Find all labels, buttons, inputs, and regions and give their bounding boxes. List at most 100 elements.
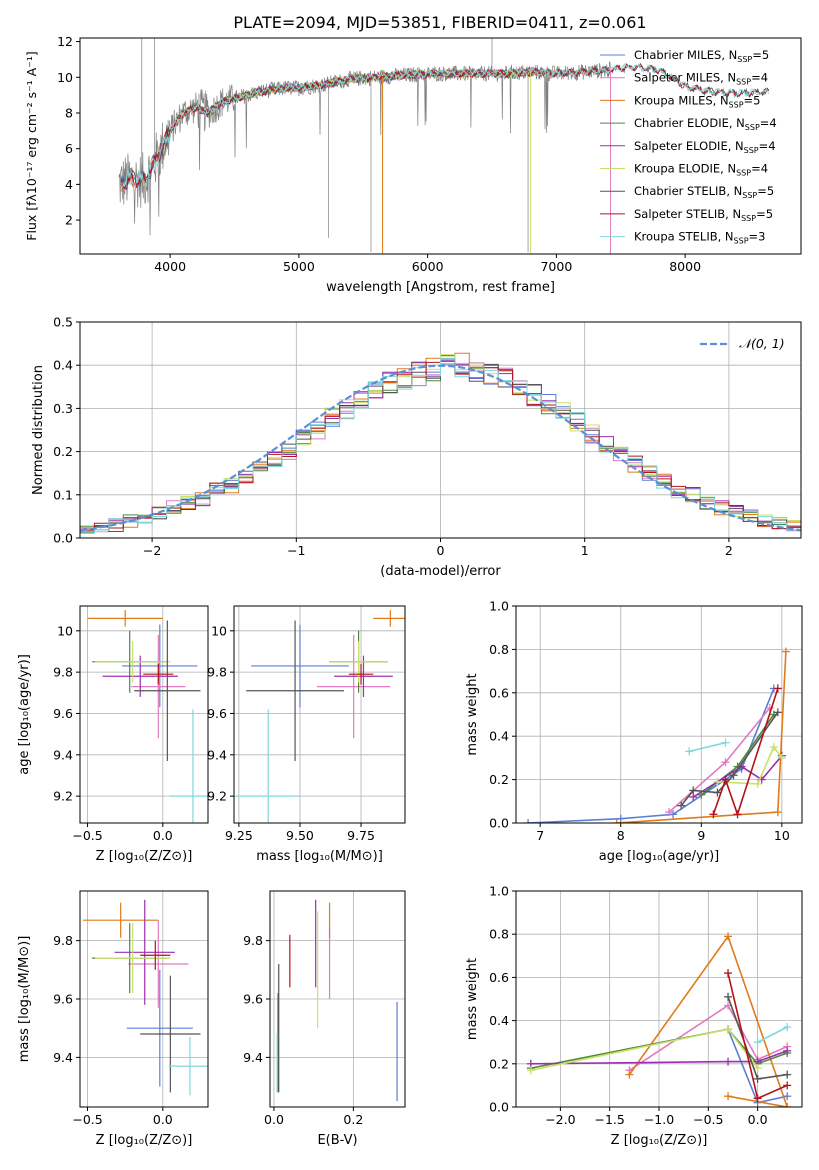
legend-label-chabrier_stelib: Chabrier STELIB, NSSP=5 bbox=[634, 184, 774, 200]
y-tick-label: 0.0 bbox=[489, 1100, 509, 1115]
legend-subscript: SSP bbox=[736, 169, 751, 178]
y-tick-label: 0.0 bbox=[489, 816, 509, 831]
legend-label-chabrier_miles: Chabrier MILES, NSSP=5 bbox=[634, 48, 769, 64]
x-tick-label: −0.5 bbox=[72, 828, 102, 843]
y-tick-label: 8 bbox=[65, 105, 73, 120]
x-tick-label: −0.5 bbox=[693, 1112, 723, 1127]
spectrum-plot-area bbox=[118, 38, 770, 254]
y-tick-label: 9.4 bbox=[207, 747, 227, 762]
weight_vs_age-plot-area bbox=[524, 647, 790, 823]
legend-nssp-value: =5 bbox=[752, 48, 769, 62]
x-tick-label: 8 bbox=[617, 828, 625, 843]
data-spectrum-line bbox=[118, 61, 611, 236]
y-tick-label: 9.6 bbox=[53, 992, 73, 1007]
y-tick-label: 9.6 bbox=[243, 992, 263, 1007]
x-tick-label: 9 bbox=[697, 828, 705, 843]
figure-title: PLATE=2094, MJD=53851, FIBERID=0411, z=0… bbox=[233, 13, 646, 32]
legend-subscript: SSP bbox=[741, 214, 756, 223]
x-tick-label: −0.5 bbox=[72, 1112, 102, 1127]
y-tick-label: 0.8 bbox=[489, 642, 509, 657]
age_vs_Z-frame bbox=[79, 605, 209, 824]
y-tick-label: 4 bbox=[65, 177, 73, 192]
x-tick-label: −2.0 bbox=[545, 1112, 575, 1127]
legend-nssp-value: =5 bbox=[744, 93, 761, 107]
x-tick-label: 0 bbox=[437, 543, 445, 558]
y-tick-label: 9.6 bbox=[207, 706, 227, 721]
x-axis-label: wavelength [Angstrom, rest frame] bbox=[326, 280, 555, 295]
legend-text: Chabrier MILES, N bbox=[634, 48, 737, 62]
residuals-axes: −2 −1 0 1 2 0.0 0.1 0.2 0.3 0.4 0.5 (data-model)/er… bbox=[31, 315, 802, 579]
x-tick-label: −2 bbox=[143, 543, 161, 558]
x-axis-label: Z [log₁₀(Z/Z⊙)] bbox=[96, 1133, 193, 1148]
y-tick-label: 9.8 bbox=[243, 933, 263, 948]
y-axis-label: mass weight bbox=[465, 673, 480, 755]
y-tick-label: 10 bbox=[211, 623, 227, 638]
age_vs_mass-frame bbox=[233, 605, 406, 824]
mass_vs_EBV-plot-area bbox=[276, 899, 398, 1102]
y-tick-label: 12 bbox=[57, 34, 73, 49]
weight-line-kroupa_stelib bbox=[757, 1026, 788, 1043]
x-tick-label: 8000 bbox=[669, 259, 701, 274]
age_vs_Z-axes: −0.5 0.0 9.2 9.4 9.6 9.8 10 Z [log₁₀(Z/Z⊙)] age … bbox=[17, 605, 209, 864]
legend-text: Chabrier ELODIE, N bbox=[634, 116, 745, 130]
mass_vs_EBV-axes: 0.0 0.2 9.4 9.6 9.8 E(B-V) bbox=[243, 890, 406, 1148]
legend-label-salpeter_stelib: Salpeter STELIB, NSSP=5 bbox=[634, 207, 773, 223]
y-tick-label: 0.2 bbox=[53, 444, 73, 459]
y-tick-label: 10 bbox=[57, 623, 73, 638]
x-tick-label: −1.0 bbox=[644, 1112, 674, 1127]
y-tick-label: 2 bbox=[65, 213, 73, 228]
model-line-kroupa_miles bbox=[120, 66, 609, 193]
legend-label-normal: 𝒩(0, 1) bbox=[739, 336, 785, 351]
y-tick-label: 1.0 bbox=[489, 599, 509, 614]
legend-subscript: SSP bbox=[734, 237, 749, 246]
y-tick-label: 0.8 bbox=[489, 927, 509, 942]
y-tick-label: 0.4 bbox=[489, 729, 509, 744]
x-tick-label: 6000 bbox=[412, 259, 444, 274]
x-tick-label: 2 bbox=[725, 543, 733, 558]
y-tick-label: 0.0 bbox=[53, 531, 73, 546]
legend-label-chabrier_elodie: Chabrier ELODIE, NSSP=4 bbox=[634, 116, 777, 132]
y-tick-label: 0.4 bbox=[53, 358, 73, 373]
x-axis-label: mass [log₁₀(M/M⊙)] bbox=[256, 849, 383, 864]
legend-nssp-value: =4 bbox=[751, 162, 768, 176]
x-tick-label: 7000 bbox=[540, 259, 572, 274]
spectrum-frame bbox=[79, 37, 802, 255]
legend-nssp-value: =5 bbox=[756, 207, 773, 221]
mass_vs_Z-axes: −0.5 0.0 9.4 9.6 9.8 Z [log₁₀(Z/Z⊙)] mass [log… bbox=[17, 890, 209, 1148]
y-tick-label: 0.5 bbox=[53, 315, 73, 330]
x-tick-label: 0.0 bbox=[264, 1112, 284, 1127]
legend-label-salpeter_elodie: Salpeter ELODIE, NSSP=4 bbox=[634, 139, 776, 155]
y-axis-label: Normed distribution bbox=[31, 365, 46, 495]
x-axis-label: Z [log₁₀(Z/Z⊙)] bbox=[96, 849, 193, 864]
x-tick-label: −1 bbox=[287, 543, 305, 558]
x-axis-label: (data-model)/error bbox=[380, 564, 501, 579]
x-tick-label: 0.0 bbox=[153, 828, 173, 843]
x-tick-label: 7 bbox=[536, 828, 544, 843]
x-tick-label: 1 bbox=[581, 543, 589, 558]
x-tick-label: 5000 bbox=[283, 259, 315, 274]
legend-nssp-value: =4 bbox=[760, 116, 777, 130]
x-tick-label: −1.5 bbox=[595, 1112, 625, 1127]
legend-subscript: SSP bbox=[737, 55, 752, 64]
y-axis-label: Flux [fλ10⁻¹⁷ erg cm⁻² s⁻¹ A⁻¹] bbox=[24, 51, 39, 240]
y-axis-label: age [log₁₀(age/yr)] bbox=[17, 654, 32, 775]
y-tick-label: 0.4 bbox=[489, 1013, 509, 1028]
y-tick-label: 10 bbox=[57, 70, 73, 85]
legend-label-kroupa_miles: Kroupa MILES, NSSP=5 bbox=[634, 93, 760, 109]
legend-text: Salpeter STELIB, N bbox=[634, 207, 741, 221]
legend-subscript: SSP bbox=[745, 123, 760, 132]
model-line-salpeter_miles bbox=[120, 65, 609, 192]
age_vs_mass-axes: 9.25 9.50 9.75 9.2 9.4 9.6 9.8 10 mass [log₁₀(M/… bbox=[207, 605, 406, 864]
age_vs_mass-plot-area bbox=[236, 610, 405, 823]
y-tick-label: 0.1 bbox=[53, 487, 73, 502]
legend-subscript: SSP bbox=[729, 100, 744, 109]
weight_vs_age-frame bbox=[515, 605, 803, 824]
model-line-chabrier_miles bbox=[120, 65, 609, 191]
weight-line-salpeter_elodie bbox=[530, 1050, 788, 1065]
legend-text: Kroupa MILES, N bbox=[634, 93, 729, 107]
y-tick-label: 9.6 bbox=[53, 706, 73, 721]
y-tick-label: 9.4 bbox=[53, 1050, 73, 1065]
model-line-kroupa_stelib bbox=[120, 62, 770, 191]
legend-text: Chabrier STELIB, N bbox=[634, 184, 742, 198]
